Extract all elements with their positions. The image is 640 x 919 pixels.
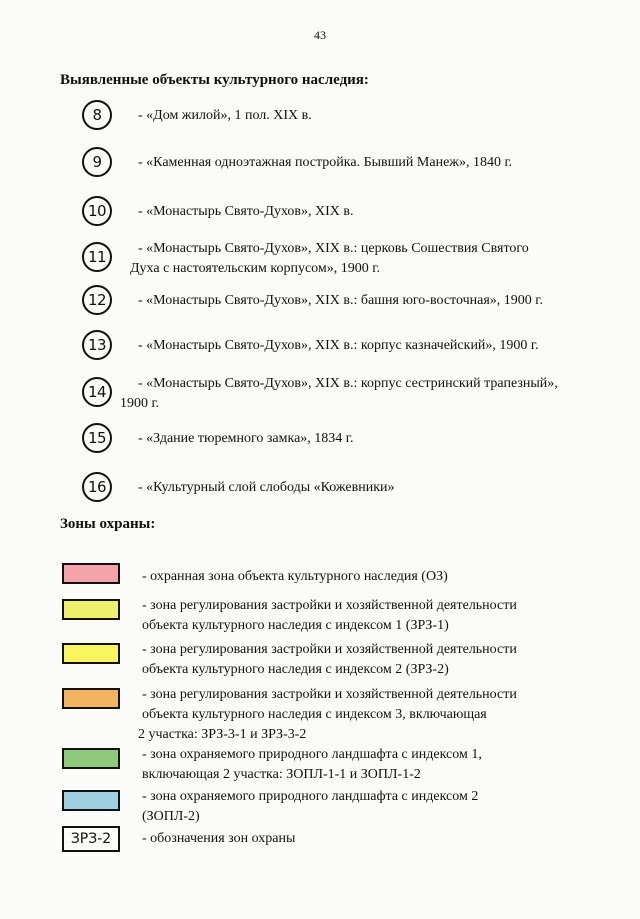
page-number: 43 xyxy=(314,28,326,42)
object-number-badge: 8 xyxy=(82,100,112,130)
zone-description: - зона охраняемого природного ландшафта … xyxy=(142,789,479,824)
object-item-15: 15 - «Здание тюремного замка», 1834 г. xyxy=(82,423,602,461)
zone-label-badge: ЗРЗ-2 xyxy=(62,826,120,852)
zone-color-swatch xyxy=(62,643,120,664)
zone-description: - зона регулирования застройки и хозяйст… xyxy=(142,598,517,633)
zone-color-swatch xyxy=(62,563,120,584)
zones-heading: Зоны охраны: xyxy=(60,516,156,532)
object-description: - «Монастырь Свято-Духов», XIX в. xyxy=(138,204,354,219)
zone-color-swatch xyxy=(62,599,120,620)
object-number-badge: 16 xyxy=(82,472,112,502)
object-number-badge: 11 xyxy=(82,242,112,272)
zone-color-swatch xyxy=(62,790,120,811)
zone-color-swatch xyxy=(62,748,120,769)
object-description: - «Монастырь Свято-Духов», XIX в.: церко… xyxy=(130,241,529,276)
object-item-12: 12 - «Монастырь Свято-Духов», XIX в.: ба… xyxy=(82,285,602,323)
object-item-14: 14 - «Монастырь Свято-Духов», XIX в.: ко… xyxy=(82,374,602,412)
zone-label-description: - обозначения зон охраны xyxy=(142,831,296,846)
zone-description: - зона охраняемого природного ландшафта … xyxy=(142,747,482,782)
object-item-8: 8 - «Дом жилой», 1 пол. XIX в. xyxy=(82,100,602,138)
object-description: - «Каменная одноэтажная постройка. Бывши… xyxy=(138,155,513,170)
object-number-badge: 10 xyxy=(82,196,112,226)
object-number-badge: 13 xyxy=(82,330,112,360)
object-description: - «Монастырь Свято-Духов», XIX в.: корпу… xyxy=(120,376,558,411)
objects-heading: Выявленные объекты культурного наследия: xyxy=(60,72,369,88)
object-description: - «Дом жилой», 1 пол. XIX в. xyxy=(138,108,312,123)
object-number-badge: 9 xyxy=(82,147,112,177)
object-description: - «Монастырь Свято-Духов», XIX в.: башня… xyxy=(138,293,543,308)
object-item-9: 9 - «Каменная одноэтажная постройка. Быв… xyxy=(82,147,602,185)
object-item-13: 13 - «Монастырь Свято-Духов», XIX в.: ко… xyxy=(82,330,602,368)
zone-description: - зона регулирования застройки и хозяйст… xyxy=(142,642,517,677)
zone-description: - охранная зона объекта культурного насл… xyxy=(142,569,448,584)
zone-description: - зона регулирования застройки и хозяйст… xyxy=(138,687,517,742)
zone-color-swatch xyxy=(62,688,120,709)
object-number-badge: 12 xyxy=(82,285,112,315)
object-description: - «Культурный слой слободы «Кожевники» xyxy=(138,480,395,495)
object-description: - «Здание тюремного замка», 1834 г. xyxy=(138,431,354,446)
object-item-16: 16 - «Культурный слой слободы «Кожевники… xyxy=(82,472,602,510)
object-description: - «Монастырь Свято-Духов», XIX в.: корпу… xyxy=(138,338,539,353)
object-number-badge: 14 xyxy=(82,377,112,407)
object-number-badge: 15 xyxy=(82,423,112,453)
object-item-10: 10 - «Монастырь Свято-Духов», XIX в. xyxy=(82,196,602,234)
object-item-11: 11 - «Монастырь Свято-Духов», XIX в.: це… xyxy=(82,239,602,277)
